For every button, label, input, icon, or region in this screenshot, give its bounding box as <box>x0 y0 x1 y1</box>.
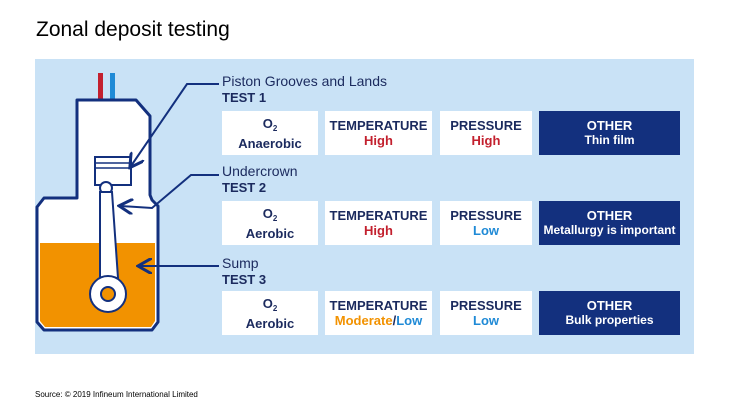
test2-temperature-card: TEMPERATURE High <box>325 201 432 245</box>
pressure-label: PRESSURE <box>450 298 522 313</box>
test3-pressure-value: Low <box>473 313 499 328</box>
test1-temperature-card: TEMPERATURE High <box>325 111 432 155</box>
test3-pressure-card: PRESSURE Low <box>440 291 532 335</box>
inlet-pipe-icon <box>110 73 115 103</box>
temperature-label: TEMPERATURE <box>329 298 428 313</box>
temperature-separator: / <box>392 313 397 328</box>
temperature-label: TEMPERATURE <box>329 208 428 223</box>
o2-subscript: 2 <box>272 123 278 133</box>
piston-icon <box>94 156 132 186</box>
test3-other-card: OTHER Bulk properties <box>539 291 680 335</box>
test3-label: TEST 3 <box>222 272 267 287</box>
temperature-label: TEMPERATURE <box>329 118 428 133</box>
test1-zone: Piston Grooves and Lands <box>222 73 387 89</box>
test3-temperature-value: Moderate/Low <box>335 313 422 328</box>
o2-label: O <box>262 115 273 131</box>
test1-o2-value: Anaerobic <box>238 135 302 151</box>
o2-subscript: 2 <box>272 213 278 223</box>
temperature-moderate: Moderate <box>334 313 393 328</box>
test2-pressure-card: PRESSURE Low <box>440 201 532 245</box>
test1-label: TEST 1 <box>222 90 267 105</box>
test3-zone: Sump <box>222 255 259 271</box>
test1-other-card: OTHER Thin film <box>539 111 680 155</box>
arrow-to-undercrown <box>121 174 219 208</box>
test3-heading: Sump TEST 3 <box>222 255 266 288</box>
other-label: OTHER <box>586 208 633 223</box>
other-label: OTHER <box>586 298 633 313</box>
test2-zone: Undercrown <box>222 163 298 179</box>
page-title: Zonal deposit testing <box>36 18 230 41</box>
test2-label: TEST 2 <box>222 180 267 195</box>
test2-heading: Undercrown TEST 2 <box>222 163 297 196</box>
test1-heading: Piston Grooves and Lands TEST 1 <box>222 73 387 106</box>
o2-label: O <box>262 295 273 311</box>
test1-temperature-value: High <box>364 133 393 148</box>
other-label: OTHER <box>586 118 633 133</box>
test1-other-value: Thin film <box>584 133 635 147</box>
test1-o2-card: O2 Anaerobic <box>222 111 318 155</box>
pressure-label: PRESSURE <box>450 208 522 223</box>
arrow-to-grooves <box>131 83 219 166</box>
test1-pressure-card: PRESSURE High <box>440 111 532 155</box>
test1-pressure-value: High <box>471 133 501 148</box>
pressure-label: PRESSURE <box>450 118 522 133</box>
test3-temperature-card: TEMPERATURE Moderate/Low <box>325 291 432 335</box>
test2-pressure-value: Low <box>473 223 499 238</box>
temperature-low: Low <box>396 313 423 328</box>
test3-other-value: Bulk properties <box>565 313 654 327</box>
test2-temperature-value: High <box>364 223 393 238</box>
test3-o2-card: O2 Aerobic <box>222 291 318 335</box>
test3-o2-value: Aerobic <box>245 315 295 331</box>
test2-other-value: Metallurgy is important <box>543 223 676 237</box>
test2-o2-card: O2 Aerobic <box>222 201 318 245</box>
test2-other-card: OTHER Metallurgy is important <box>539 201 680 245</box>
exhaust-pipe-icon <box>98 73 103 103</box>
source-note: Source: © 2019 Infineum International Li… <box>35 390 198 399</box>
o2-subscript: 2 <box>272 303 278 313</box>
test2-o2-value: Aerobic <box>245 225 295 241</box>
o2-label: O <box>262 205 273 221</box>
